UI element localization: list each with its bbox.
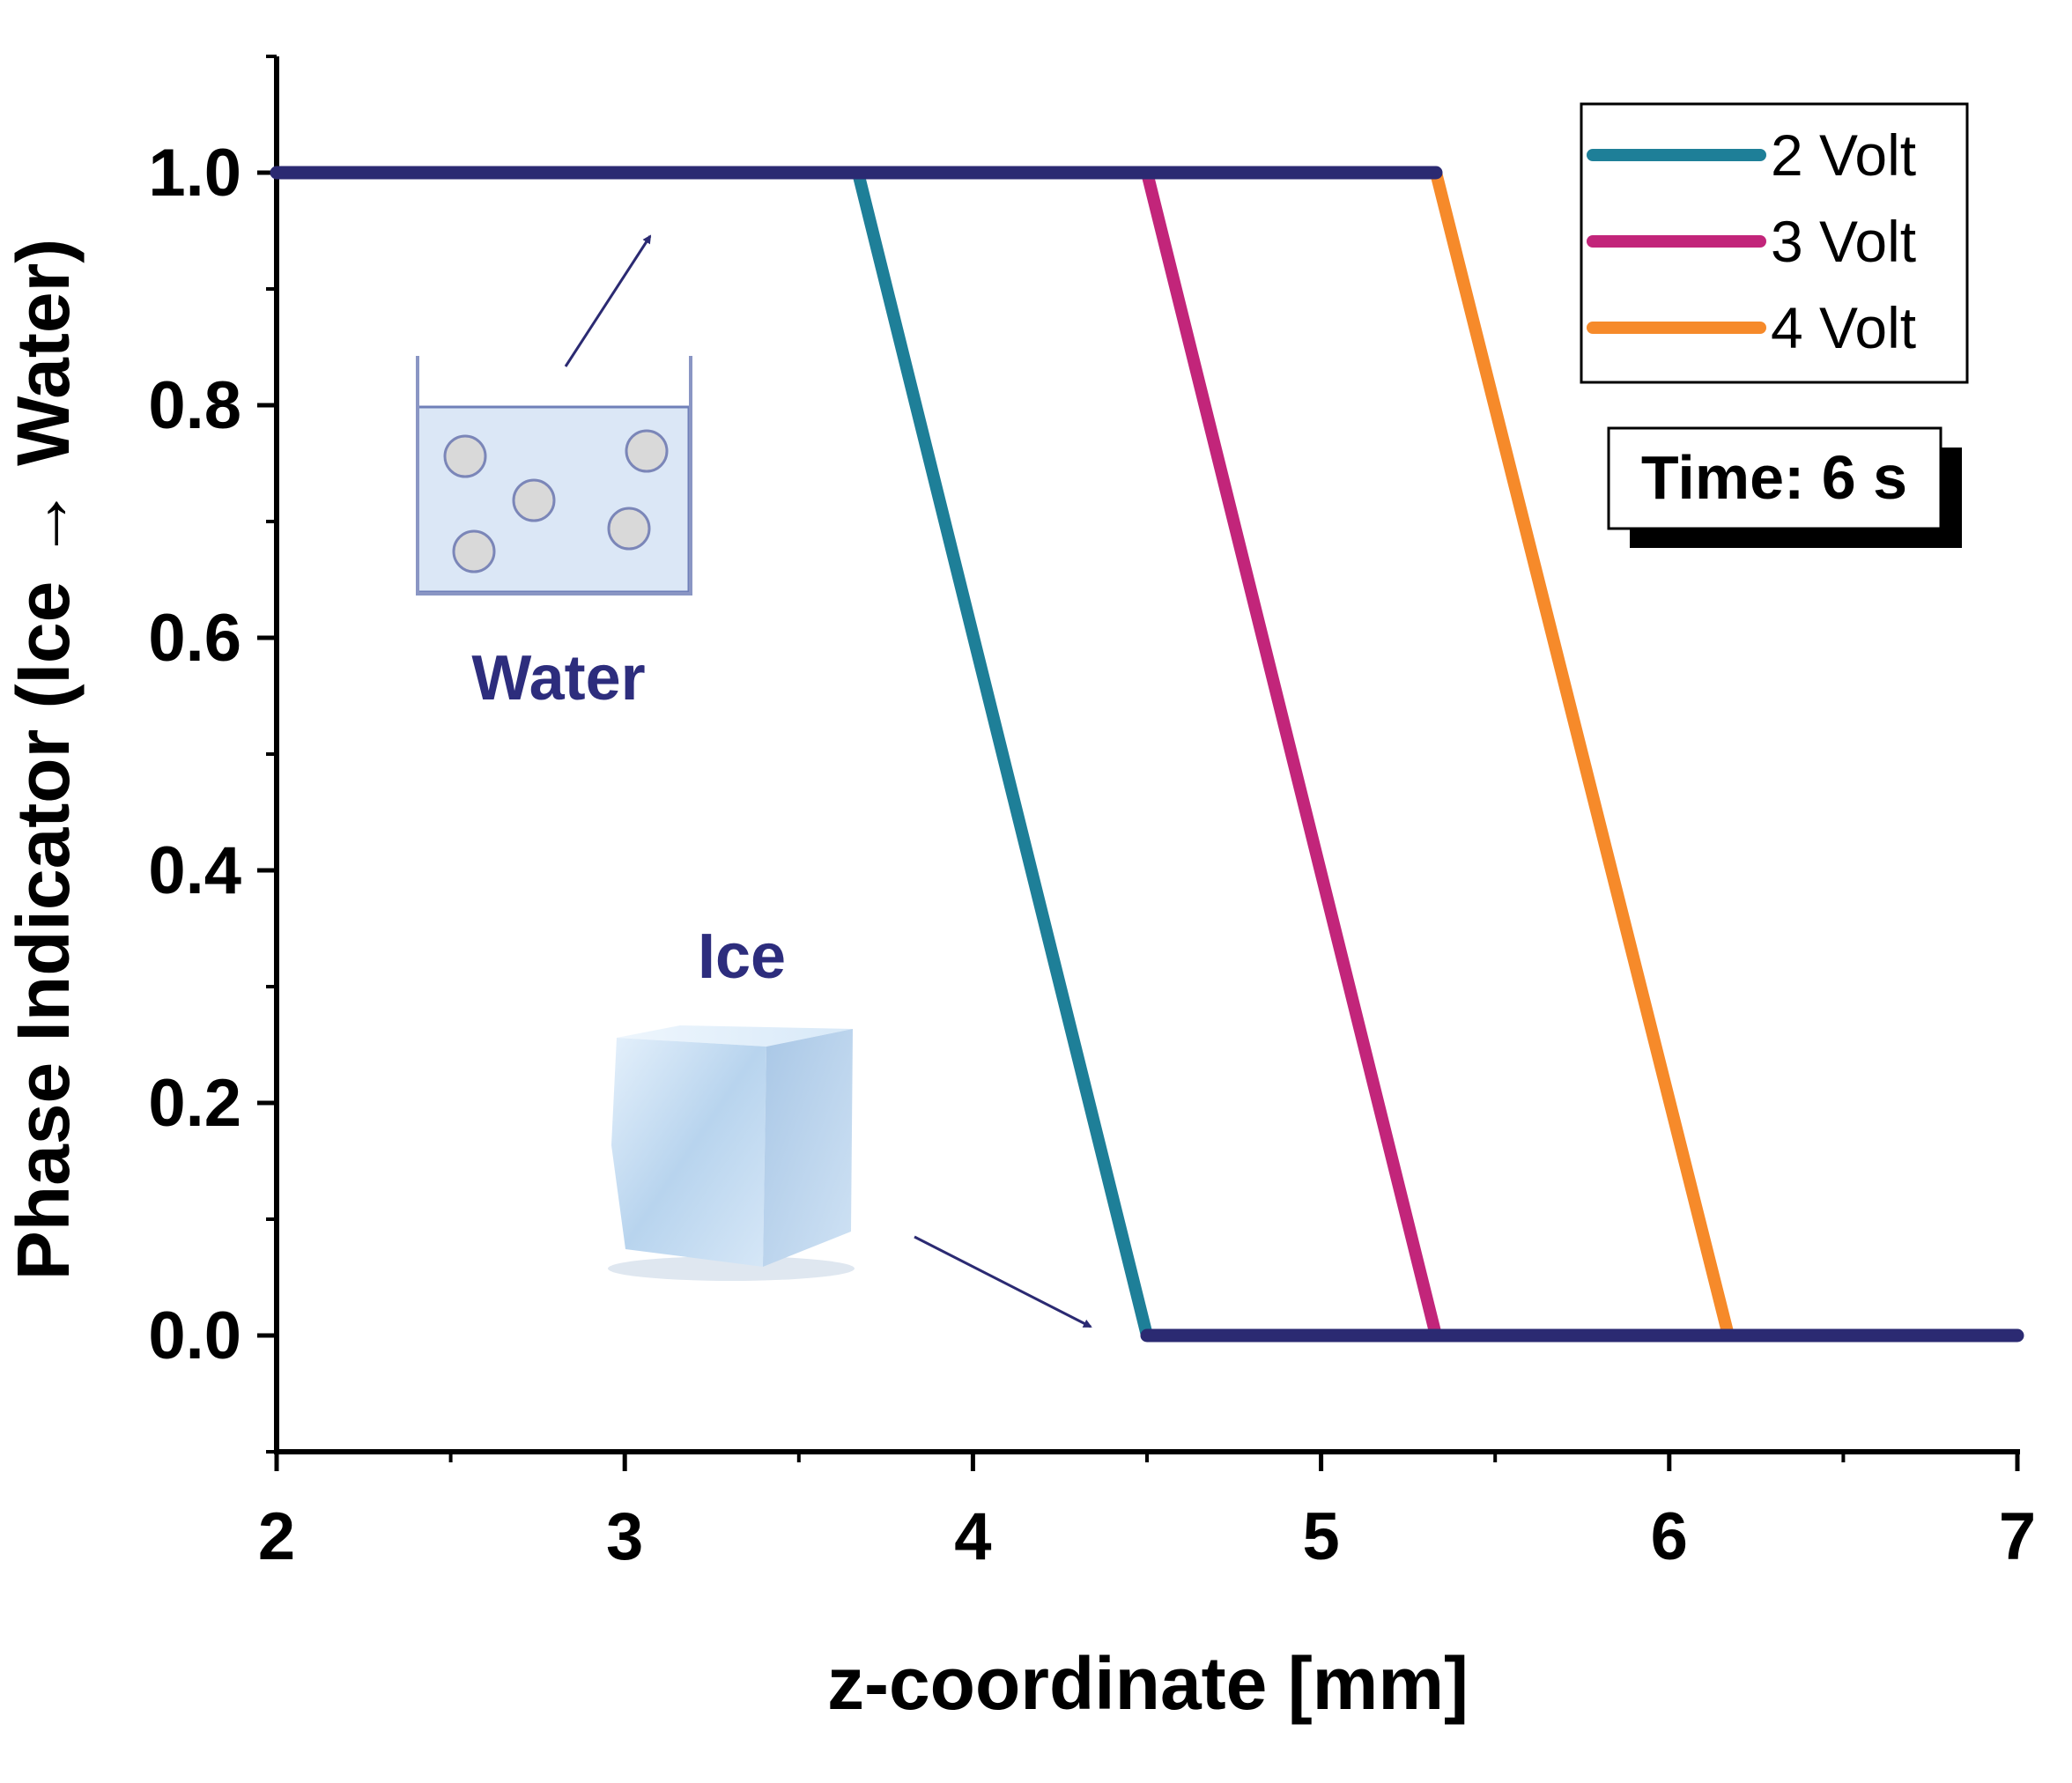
x-tick-label: 7 [1999, 1499, 2036, 1574]
y-tick-label: 0.6 [148, 601, 241, 676]
legend-items: 2 Volt 3 Volt 4 Volt [1587, 122, 1916, 360]
time-box-frame [1607, 426, 1942, 530]
ice-arrow [914, 1235, 1092, 1328]
x-axis-title: z-coordinate [mm] [827, 1642, 1469, 1725]
legend: 2 Volt 3 Volt 4 Volt [1580, 102, 1969, 384]
ice-top-face [617, 1025, 853, 1047]
x-tick-label: 2 [258, 1499, 295, 1574]
x-tick-label: 4 [954, 1499, 991, 1574]
series-line [851, 166, 1153, 1342]
ice-shadow [608, 1256, 855, 1281]
ice-front-face [611, 1038, 766, 1267]
bubble [607, 507, 651, 551]
bubble [512, 478, 556, 522]
axis-ticks [257, 55, 2020, 1471]
y-tick-label: 1.0 [148, 136, 241, 211]
water-beaker-illustration: Water [416, 234, 692, 714]
legend-label: 4 Volt [1771, 295, 1916, 360]
x-tick-label: 3 [606, 1499, 643, 1574]
y-tick-label: 0.2 [148, 1066, 241, 1141]
legend-label: 2 Volt [1771, 122, 1916, 188]
legend-label: 3 Volt [1771, 209, 1916, 274]
beaker-outline [416, 356, 692, 596]
y-axis-title: Phase Indicator (Ice → Water) [2, 239, 85, 1281]
bubble [452, 529, 496, 573]
water-arrow [564, 234, 652, 367]
y-tick-label: 0.0 [148, 1298, 241, 1373]
baseline-lines [270, 166, 2024, 1343]
x-tick-label: 6 [1651, 1499, 1688, 1574]
bubble [443, 434, 487, 478]
bubble [625, 429, 669, 473]
y-tick-label: 0.8 [148, 368, 241, 443]
ice-side-face [763, 1029, 853, 1267]
ice-cube-illustration: Ice [608, 921, 1092, 1328]
time-box: Time: 6 s [1607, 426, 1962, 548]
series-line [1430, 166, 1735, 1342]
y-tick-label: 0.4 [148, 833, 241, 908]
water-label: Water [471, 643, 645, 714]
ice-label: Ice [698, 921, 786, 992]
x-tick-label: 5 [1302, 1499, 1339, 1574]
tick-labels: 2 3 4 5 6 7 0.0 0.2 0.4 0.6 0.8 1.0 [148, 136, 2036, 1574]
series-lines [851, 166, 1735, 1342]
series-line [1141, 166, 1443, 1342]
time-label: Time: 6 s [1641, 443, 1907, 512]
